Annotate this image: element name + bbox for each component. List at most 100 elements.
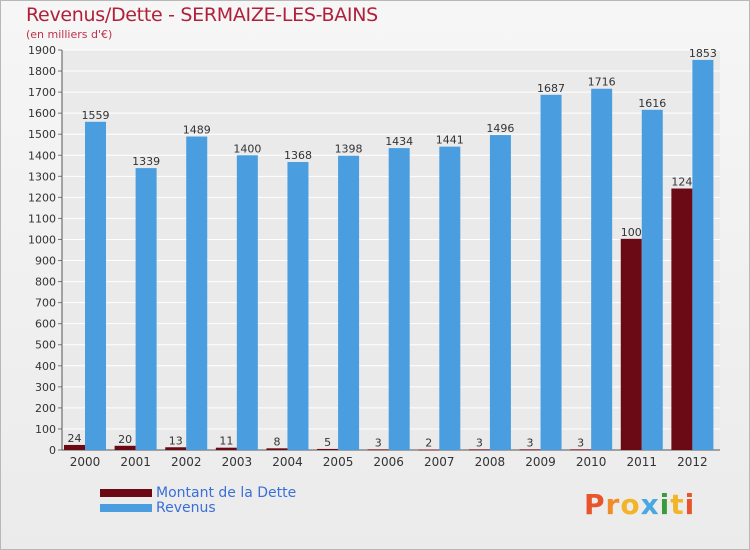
bar-dette: [266, 448, 288, 450]
data-label-revenus: 1368: [284, 149, 312, 162]
logo-letter: i: [659, 488, 671, 521]
y-tick-label: 300: [35, 381, 56, 394]
data-label-revenus: 1398: [335, 143, 363, 156]
logo-letter: i: [684, 488, 696, 521]
y-tick-label: 0: [49, 444, 56, 457]
data-label-dette: 20: [118, 433, 132, 446]
bar-dette: [64, 444, 85, 450]
bar-dette: [215, 447, 237, 450]
legend-swatch-dette: [100, 489, 152, 497]
y-tick-label: 100: [35, 423, 56, 436]
data-label-dette: 8: [273, 435, 280, 448]
y-tick-label: 1800: [28, 65, 56, 78]
bar-revenus: [641, 109, 663, 450]
bar-dette: [165, 447, 187, 450]
data-label-dette: 3: [527, 436, 534, 449]
data-label-dette: 5: [324, 436, 331, 449]
y-tick-label: 700: [35, 297, 56, 310]
x-tick-label: 2006: [373, 455, 404, 469]
data-label-revenus: 1616: [638, 97, 666, 110]
bar-revenus: [540, 94, 562, 450]
bar-dette: [671, 188, 693, 451]
data-label-dette: 3: [476, 436, 483, 449]
data-label-dette: 124: [671, 176, 692, 189]
bar-revenus: [692, 59, 714, 450]
bar-revenus: [439, 146, 461, 450]
legend-swatch-revenus: [100, 504, 152, 512]
bar-dette: [317, 448, 339, 450]
logo-letter: t: [670, 488, 685, 521]
bar-revenus: [287, 162, 309, 450]
y-tick-label: 1500: [28, 128, 56, 141]
data-label-dette: 2: [425, 437, 432, 450]
logo-letter: o: [620, 488, 641, 521]
bar-revenus: [388, 148, 410, 450]
bar-revenus: [489, 135, 511, 451]
data-label-dette: 3: [577, 436, 584, 449]
data-label-revenus: 1400: [233, 142, 261, 155]
chart-title: Revenus/Dette - SERMAIZE-LES-BAINS: [26, 4, 378, 26]
data-label-revenus: 1489: [183, 124, 211, 137]
x-tick-label: 2005: [323, 455, 354, 469]
bar-dette: [519, 449, 541, 451]
bar-revenus: [135, 168, 157, 450]
logo-letter: P: [584, 488, 606, 521]
bar-dette: [367, 449, 389, 451]
data-label-revenus: 1441: [436, 134, 464, 147]
chart-subtitle: (en milliers d'€): [26, 28, 113, 41]
data-label-revenus: 1339: [132, 155, 160, 168]
logo-letter: r: [605, 488, 621, 521]
y-tick-label: 500: [35, 339, 56, 352]
x-tick-label: 2010: [576, 455, 607, 469]
x-tick-label: 2000: [70, 455, 101, 469]
data-label-dette: 100: [621, 226, 642, 239]
bar-dette: [570, 449, 592, 451]
logo-letter: x: [640, 488, 660, 521]
data-label-revenus: 1496: [486, 122, 514, 135]
y-tick-label: 900: [35, 255, 56, 268]
y-tick-label: 1900: [28, 44, 56, 57]
data-label-revenus: 1716: [588, 76, 616, 89]
data-label-dette: 11: [219, 435, 233, 448]
bar-revenus: [338, 155, 360, 450]
data-label-revenus: 1559: [82, 109, 110, 122]
x-tick-label: 2003: [222, 455, 253, 469]
x-tick-label: 2009: [525, 455, 556, 469]
proxiti-logo: Proxiti: [584, 488, 695, 521]
data-label-revenus: 1434: [385, 135, 413, 148]
bar-revenus: [236, 155, 258, 450]
bar-dette: [620, 238, 642, 450]
y-tick-label: 1100: [28, 212, 56, 225]
y-tick-label: 800: [35, 276, 56, 289]
x-tick-label: 2012: [677, 455, 708, 469]
x-tick-label: 2011: [626, 455, 657, 469]
bar-revenus: [186, 136, 208, 451]
y-tick-label: 1700: [28, 86, 56, 99]
y-tick-label: 600: [35, 318, 56, 331]
y-tick-label: 200: [35, 402, 56, 415]
y-tick-label: 1600: [28, 107, 56, 120]
data-label-revenus: 1687: [537, 82, 565, 95]
y-tick-label: 1000: [28, 233, 56, 246]
bar-revenus: [85, 121, 106, 450]
data-label-dette: 3: [375, 436, 382, 449]
data-label-revenus: 1853: [689, 47, 717, 60]
bar-dette: [114, 445, 136, 450]
y-tick-label: 1300: [28, 170, 56, 183]
bar-dette: [468, 449, 490, 451]
y-tick-label: 400: [35, 360, 56, 373]
x-tick-label: 2001: [120, 455, 151, 469]
bar-dette: [418, 449, 440, 451]
x-tick-label: 2004: [272, 455, 303, 469]
x-tick-label: 2008: [475, 455, 506, 469]
legend-label-revenus: Revenus: [156, 500, 216, 516]
data-label-dette: 13: [169, 434, 183, 447]
bar-revenus: [591, 88, 613, 450]
data-label-dette: 24: [68, 432, 82, 445]
y-tick-label: 1200: [28, 191, 56, 204]
x-tick-label: 2007: [424, 455, 455, 469]
legend-label-dette: Montant de la Dette: [156, 485, 297, 501]
y-tick-label: 1400: [28, 149, 56, 162]
x-tick-label: 2002: [171, 455, 202, 469]
